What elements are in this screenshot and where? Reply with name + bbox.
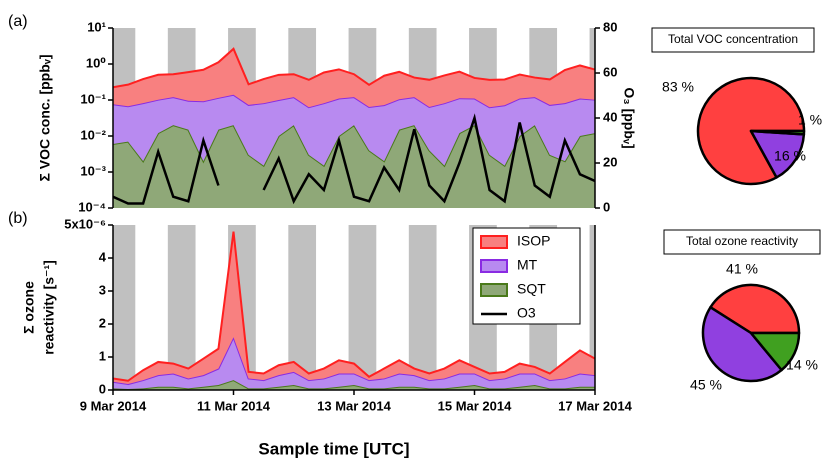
pie-value-label: 1 %: [798, 112, 822, 128]
pie-slice: [701, 306, 783, 383]
area-fill: [113, 125, 595, 208]
y-tick-label: 10¹: [87, 19, 106, 34]
area-fill: [113, 231, 595, 385]
area-line: [112, 47, 596, 89]
pie-value-label: 41 %: [726, 261, 758, 277]
panel-label: (a): [8, 13, 28, 30]
pie-value-label: 45 %: [690, 377, 722, 393]
x-tick-label: 9 Mar 2014: [80, 398, 147, 413]
area-line: [112, 231, 596, 382]
pie-slice: [749, 129, 806, 136]
y-tick-label: 2: [99, 315, 106, 330]
x-tick-label: 11 Mar 2014: [197, 398, 271, 413]
legend-swatch: [480, 235, 508, 249]
pie-title-box: [651, 27, 815, 53]
pie-value-label: 83 %: [662, 79, 694, 95]
legend-label: MT: [517, 257, 538, 273]
y-axis-label: reactivity [s⁻¹]: [41, 260, 57, 355]
area-fill: [113, 48, 595, 108]
y2-tick-label: 40: [603, 109, 617, 124]
x-tick-label: 15 Mar 2014: [438, 398, 512, 413]
pie-title: Total ozone reactivity: [686, 234, 798, 248]
y-tick-label: 10⁻⁴: [78, 199, 106, 214]
pie-value-label: 14 %: [786, 357, 818, 373]
y-tick-label: 10⁻¹: [80, 91, 106, 106]
night-band: [408, 225, 437, 390]
y2-tick-label: 0: [603, 199, 610, 214]
y2-axis-label: O₃ [ppbᵥ]: [621, 87, 637, 148]
y-tick-label: 3: [99, 282, 106, 297]
legend-swatch: [480, 283, 508, 297]
area-fill: [113, 94, 595, 166]
y-tick-label: 10⁻³: [80, 163, 106, 178]
o3-line: [112, 113, 596, 205]
pie-title: Total VOC concentration: [668, 32, 798, 46]
y-axis-label: Σ VOC conc. [ppbᵥ]: [37, 54, 53, 181]
y-tick-label: 10⁻²: [80, 127, 106, 142]
y-tick-label: 4: [99, 249, 107, 264]
area-fill: [113, 337, 595, 390]
legend-swatch: [480, 259, 508, 273]
night-band: [589, 225, 595, 390]
y-tick-label: 0: [99, 381, 106, 396]
pie-title-box: [663, 229, 821, 255]
y-tick-label: 5x10⁻⁶: [64, 216, 106, 231]
pie-value-label: 16 %: [774, 148, 806, 164]
legend-label: O3: [517, 305, 536, 321]
y-axis-label: Σ ozone: [21, 281, 37, 334]
x-axis-label: Sample time [UTC]: [258, 439, 409, 458]
y-tick-label: 10⁰: [86, 55, 106, 70]
y2-tick-label: 80: [603, 19, 617, 34]
x-tick-label: 17 Mar 2014: [558, 398, 632, 413]
night-band: [113, 225, 136, 390]
y2-tick-label: 20: [603, 154, 617, 169]
legend-label: SQT: [517, 281, 546, 297]
x-tick-label: 13 Mar 2014: [317, 398, 391, 413]
y2-tick-label: 60: [603, 64, 617, 79]
pie-slice: [749, 331, 801, 372]
legend-label: ISOP: [517, 233, 550, 249]
night-band: [167, 225, 196, 390]
panel-label: (b): [8, 210, 28, 227]
y-tick-label: 1: [99, 348, 106, 363]
